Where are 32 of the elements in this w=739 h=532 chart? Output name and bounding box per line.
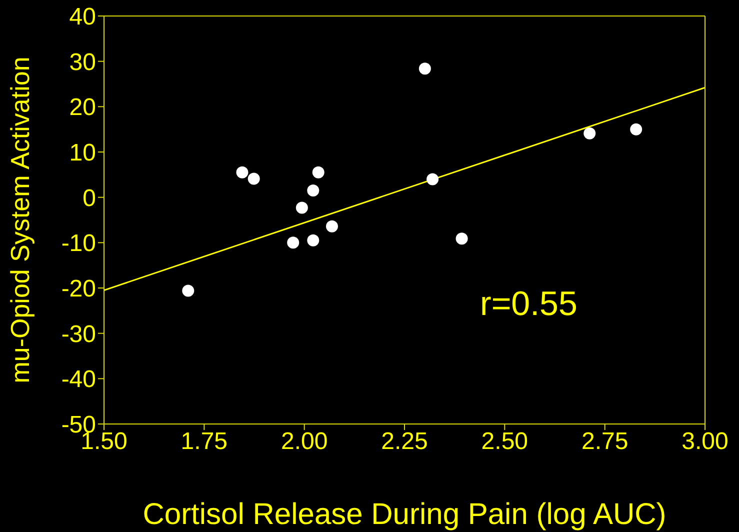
x-tick-label: 2.75 [581, 428, 628, 456]
point [307, 234, 320, 246]
y-tick-label: 20 [69, 94, 96, 122]
y-tick-label: -40 [61, 366, 96, 394]
point [248, 172, 260, 185]
x-tick-label: 2.50 [481, 428, 528, 456]
point [426, 173, 439, 186]
x-tick-label: 2.00 [280, 428, 328, 456]
y-tick-label: 40 [69, 4, 96, 31]
point [287, 236, 300, 249]
point [456, 232, 468, 245]
y-tick-label: 30 [69, 48, 96, 76]
point [312, 166, 324, 178]
y-tick-label: -20 [61, 276, 96, 303]
x-axis-title: Cortisol Release During Pain (log AUC) [142, 498, 666, 531]
point [630, 123, 642, 136]
point [326, 220, 338, 232]
y-axis-title: mu-Opiod System Activation [5, 56, 36, 384]
point [307, 184, 320, 197]
x-tick-label: 2.25 [381, 428, 428, 456]
y-tick-label: 10 [69, 140, 96, 167]
point [236, 166, 248, 178]
y-tick-label: -30 [61, 320, 96, 348]
point [182, 284, 194, 297]
annotation: r=0.55 [480, 285, 578, 324]
point [296, 202, 308, 214]
x-tick-label: 3.00 [682, 428, 728, 456]
point [584, 127, 596, 140]
y-tick-label: -10 [61, 230, 96, 258]
x-tick-label: 1.75 [180, 428, 228, 456]
point [418, 62, 431, 75]
y-tick-label: 0 [82, 184, 96, 212]
